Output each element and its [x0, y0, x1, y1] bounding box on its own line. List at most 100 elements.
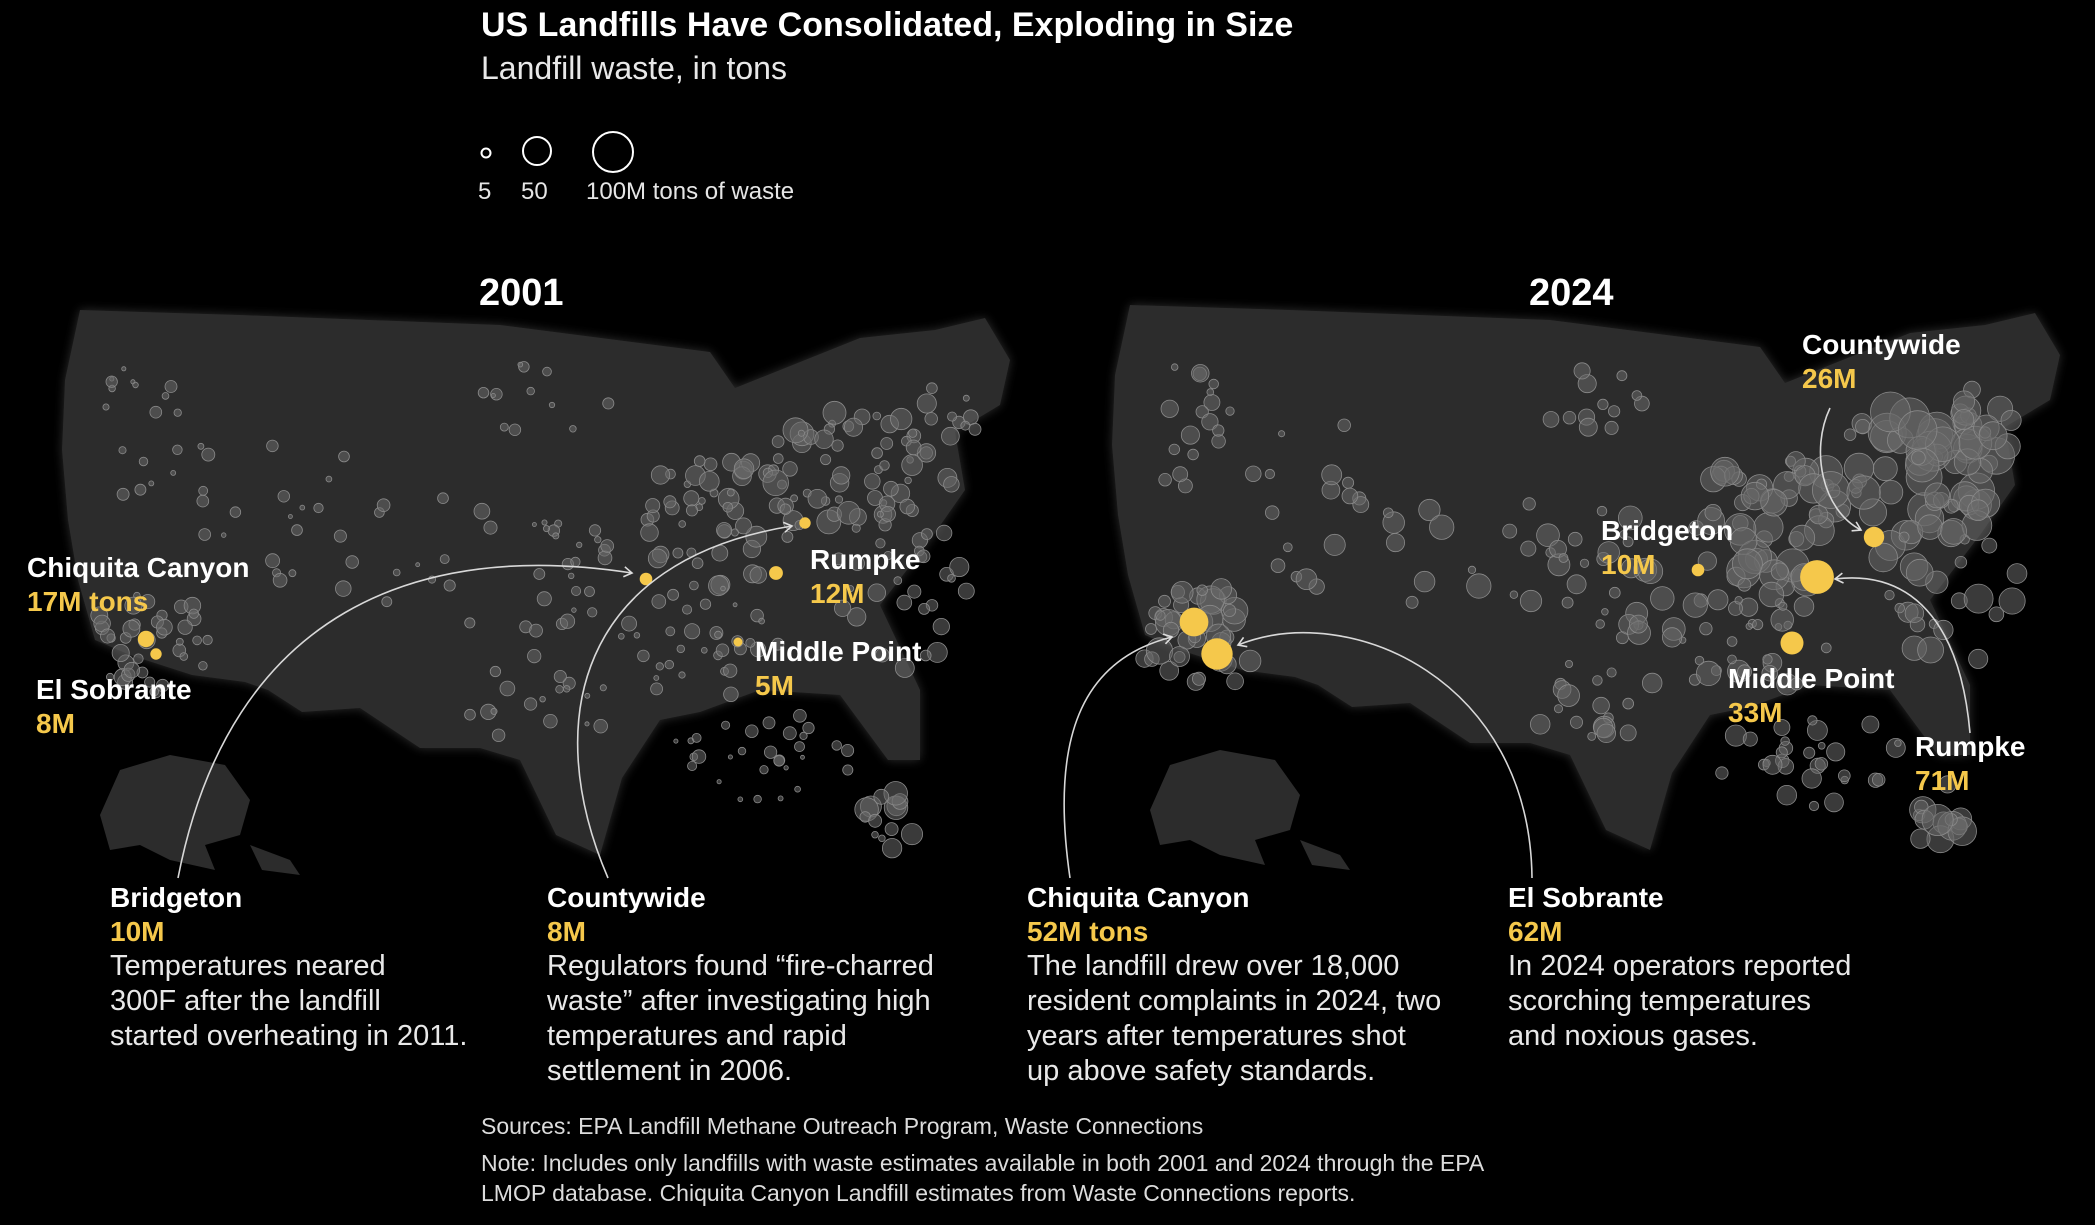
landfill-bubble [1843, 428, 1857, 441]
landfill-bubble [1554, 704, 1564, 714]
landfill-bubble [539, 696, 546, 703]
landfill-bubble [1208, 378, 1219, 390]
landfill-bubble [2006, 563, 2028, 584]
label-name: Chiquita Canyon [1027, 882, 1250, 913]
highlight-dot-countywide-2001[interactable] [799, 517, 811, 529]
landfill-bubble [584, 721, 590, 727]
landfill-bubble [188, 608, 199, 619]
landfill-bubble [1522, 497, 1536, 511]
landfill-bubble [1413, 570, 1436, 593]
landfill-bubble [1762, 754, 1783, 775]
landfill-bubble [745, 724, 759, 738]
legend-label-5: 5 [478, 178, 492, 205]
label-chiquita-canyon-2001: Chiquita Canyon 17M tons [27, 551, 249, 619]
landfill-bubble [883, 550, 893, 561]
landfill-bubble [1855, 418, 1871, 435]
landfill-bubble [926, 382, 938, 395]
landfill-bubble [1737, 664, 1752, 680]
landfill-bubble [1872, 456, 1898, 482]
landfill-bubble [201, 447, 216, 462]
landfill-bubble [753, 794, 762, 804]
highlight-dot-bridgeton-2001[interactable] [639, 572, 653, 586]
landfill-bubble [1963, 583, 1994, 614]
landfill-bubble [1578, 417, 1598, 437]
highlight-dot-bridgeton-2024[interactable] [1691, 563, 1705, 577]
landfill-bubble [1155, 610, 1166, 621]
landfill-bubble [708, 575, 729, 597]
landfill-bubble [526, 386, 535, 396]
landfill-bubble [968, 422, 982, 436]
landfill-bubble [123, 661, 141, 679]
landfill-bubble [175, 637, 184, 646]
landfill-bubble [1170, 580, 1194, 604]
landfill-bubble [836, 500, 861, 525]
landfill-bubble [665, 626, 676, 637]
landfill-bubble [1168, 443, 1181, 456]
label-name: Bridgeton [110, 882, 243, 913]
annotation-line: resident complaints in 2024, two [1027, 985, 1442, 1017]
landfill-bubble [483, 520, 498, 535]
landfill-bubble [807, 488, 828, 509]
landfill-bubble [777, 795, 784, 802]
landfill-bubble [499, 422, 509, 432]
arrow-chiquita-canyon-2024 [1063, 633, 1174, 879]
highlight-dot-middle-point-2001[interactable] [733, 637, 743, 647]
landfill-bubble [901, 823, 924, 846]
landfill-bubble [737, 746, 747, 756]
landfill-bubble [871, 831, 879, 839]
label-value: 52M tons [1027, 916, 1149, 947]
landfill-bubble [170, 469, 177, 476]
landfill-bubble [693, 455, 706, 467]
landfill-bubble [584, 586, 595, 597]
landfill-bubble [1341, 487, 1359, 505]
landfill-bubble [105, 375, 118, 388]
landfill-bubble [735, 517, 752, 535]
landfill-bubble [871, 447, 883, 459]
highlight-dot-chiquita-canyon-2001[interactable] [137, 630, 155, 648]
landfill-bubble [541, 519, 548, 526]
landfill-bubble [1770, 608, 1794, 632]
landfill-bubble [673, 738, 679, 744]
us-map-2001 [62, 310, 1010, 875]
landfill-bubble [779, 503, 792, 515]
highlight-dot-el-sobrante-2024[interactable] [1201, 638, 1233, 670]
highlight-dot-chiquita-canyon-2024[interactable] [1179, 607, 1209, 637]
landfill-bubble [1938, 775, 1957, 794]
landfill-bubble [600, 539, 614, 553]
landfill-bubble [1180, 425, 1200, 445]
landfill-bubble [376, 498, 391, 513]
landfill-bubble [1170, 363, 1179, 371]
label-name: Chiquita Canyon [27, 552, 250, 583]
landfill-bubble [111, 644, 130, 663]
landfill-bubble [1998, 587, 2026, 615]
landfill-bubble [847, 585, 855, 593]
arrow-countywide-2024 [1819, 407, 1863, 532]
landfill-bubble [716, 522, 733, 539]
landfill-bubble [1807, 715, 1818, 726]
landfill-bubble [272, 572, 288, 588]
landfill-bubble [1824, 792, 1844, 813]
landfill-bubble [1604, 420, 1619, 435]
landfill-bubble [584, 692, 591, 699]
landfill-bubble [381, 596, 393, 608]
landfill-bubble [1981, 537, 1998, 554]
landfill-bubble [722, 501, 734, 513]
highlight-dot-countywide-2024[interactable] [1863, 526, 1885, 548]
landfill-bubble [1727, 654, 1737, 665]
sources-note: Sources: EPA Landfill Methane Outreach P… [481, 1113, 1204, 1139]
highlight-dot-el-sobrante-2001[interactable] [150, 648, 162, 660]
landfill-bubble [1745, 622, 1753, 630]
landfill-bubble [1801, 768, 1822, 789]
highlight-dot-middle-point-2024[interactable] [1780, 631, 1804, 655]
highlight-dot-rumpke-2001[interactable] [769, 566, 783, 580]
landfill-bubble [1158, 473, 1172, 487]
annotation-bridgeton-2001: Bridgeton 10M Temperatures neared 300F a… [110, 881, 467, 1054]
landfill-bubble [1519, 589, 1543, 613]
landfill-bubble [1587, 732, 1597, 741]
landfill-bubble [1562, 411, 1577, 425]
landfill-bubble [872, 411, 882, 421]
highlight-dot-rumpke-2024[interactable] [1800, 560, 1834, 594]
legend-circle-50 [522, 136, 552, 166]
landfill-bubble [691, 749, 707, 764]
landfill-bubble [156, 618, 173, 636]
